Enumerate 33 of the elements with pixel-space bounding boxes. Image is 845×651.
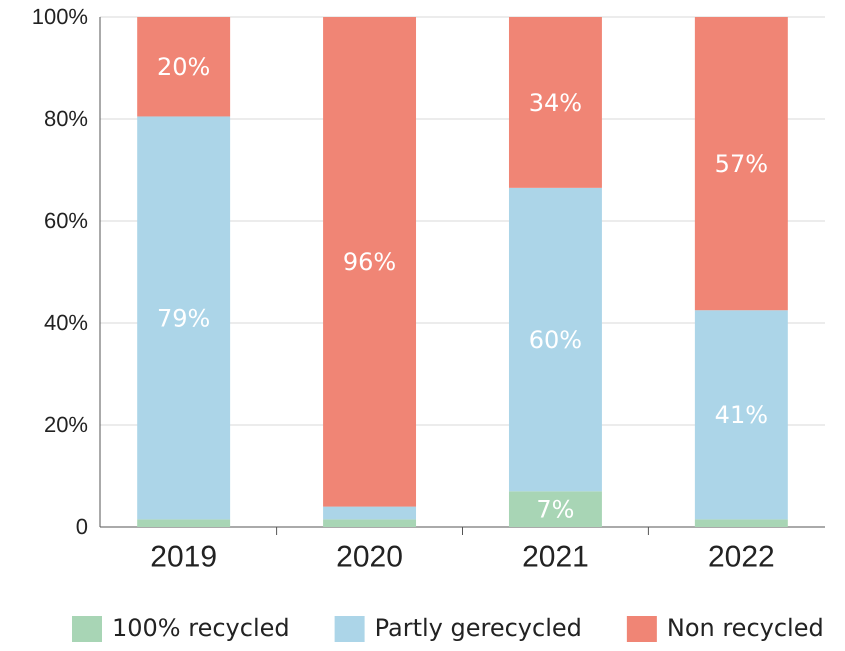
y-tick-label: 20% [44, 412, 88, 438]
x-tick-label: 2022 [708, 540, 775, 574]
bar [508, 188, 602, 492]
data-label: 57% [714, 150, 768, 178]
x-tick-label: 2020 [336, 540, 403, 574]
legend-label: Partly gerecycled [374, 614, 582, 642]
bar [508, 491, 602, 527]
bar [323, 519, 416, 527]
y-tick-label: 40% [44, 310, 88, 336]
bar [694, 519, 788, 527]
bar [694, 310, 788, 520]
bar [137, 519, 230, 527]
data-label: 34% [528, 88, 582, 117]
bar [137, 17, 230, 116]
data-label: 79% [156, 304, 210, 332]
x-tick-label: 2019 [150, 540, 218, 574]
y-tick-label: 100% [32, 4, 88, 30]
x-tick-label: 2021 [522, 540, 589, 574]
bar [694, 17, 788, 310]
data-label: 7% [536, 496, 574, 524]
legend-label: Non recycled [666, 614, 824, 642]
data-label: 20% [156, 53, 210, 82]
data-label: 41% [714, 401, 768, 430]
bar [323, 17, 416, 507]
data-label: 60% [528, 326, 582, 354]
y-tick-label: 60% [44, 208, 88, 234]
bar [323, 506, 416, 520]
y-tick-label: 0 [76, 514, 88, 540]
y-tick-label: 80% [44, 106, 88, 132]
legend-label: 100% recycled [112, 614, 290, 642]
data-label: 96% [342, 248, 396, 276]
bar [508, 17, 602, 188]
bar [137, 116, 230, 520]
